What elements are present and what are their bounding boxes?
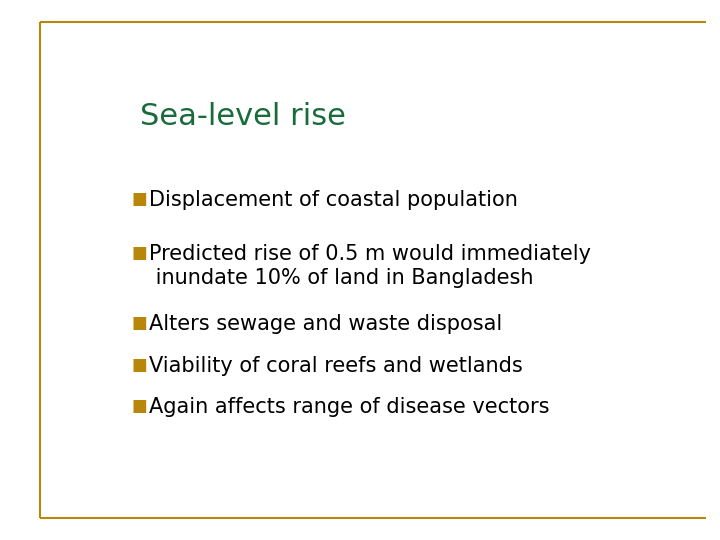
Text: Viability of coral reefs and wetlands: Viability of coral reefs and wetlands xyxy=(148,356,522,376)
Text: ■: ■ xyxy=(132,356,148,374)
Text: ■: ■ xyxy=(132,314,148,332)
Text: Displacement of coastal population: Displacement of coastal population xyxy=(148,190,518,210)
Text: ■: ■ xyxy=(132,244,148,261)
Text: Again affects range of disease vectors: Again affects range of disease vectors xyxy=(148,397,549,417)
Text: Sea-level rise: Sea-level rise xyxy=(140,102,346,131)
Text: ■: ■ xyxy=(132,397,148,415)
Text: Predicted rise of 0.5 m would immediately
 inundate 10% of land in Bangladesh: Predicted rise of 0.5 m would immediatel… xyxy=(148,244,590,288)
Text: Alters sewage and waste disposal: Alters sewage and waste disposal xyxy=(148,314,502,334)
Text: ■: ■ xyxy=(132,190,148,207)
